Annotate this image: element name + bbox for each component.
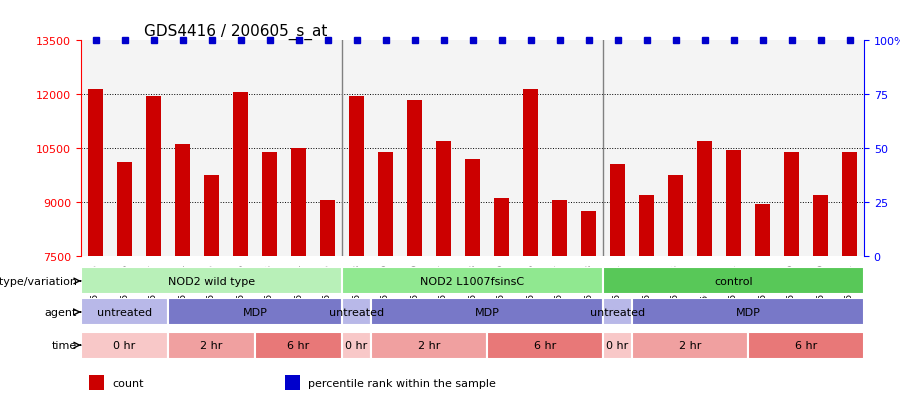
FancyBboxPatch shape	[603, 299, 632, 326]
Bar	[378, 152, 392, 256]
Text: genotype/variation: genotype/variation	[0, 276, 77, 286]
Text: 2 hr: 2 hr	[418, 340, 440, 350]
Bar	[814, 195, 828, 256]
Text: 0 hr: 0 hr	[346, 340, 367, 350]
Text: MDP: MDP	[243, 307, 267, 317]
FancyBboxPatch shape	[371, 299, 603, 326]
FancyBboxPatch shape	[81, 332, 168, 359]
Bar	[176, 145, 190, 256]
Bar	[89, 375, 104, 390]
Bar	[698, 142, 712, 256]
Bar	[204, 176, 219, 256]
Bar	[349, 97, 364, 256]
FancyBboxPatch shape	[168, 332, 255, 359]
Bar	[262, 152, 277, 256]
Bar	[639, 195, 653, 256]
Bar	[726, 150, 741, 256]
FancyBboxPatch shape	[487, 332, 603, 359]
Text: NOD2 L1007fsinsC: NOD2 L1007fsinsC	[420, 276, 525, 286]
Text: agent: agent	[45, 307, 77, 317]
FancyBboxPatch shape	[342, 299, 371, 326]
Text: 2 hr: 2 hr	[679, 340, 701, 350]
Text: NOD2 wild type: NOD2 wild type	[168, 276, 255, 286]
Text: 6 hr: 6 hr	[534, 340, 556, 350]
Text: time: time	[51, 340, 77, 350]
Bar	[292, 149, 306, 256]
Bar	[494, 199, 508, 256]
FancyBboxPatch shape	[255, 332, 342, 359]
Bar	[668, 176, 683, 256]
Bar	[407, 100, 422, 256]
Text: count: count	[112, 378, 144, 388]
Bar	[842, 152, 857, 256]
FancyBboxPatch shape	[342, 332, 371, 359]
Text: MDP: MDP	[735, 307, 760, 317]
Bar	[436, 142, 451, 256]
FancyBboxPatch shape	[168, 299, 342, 326]
Text: 0 hr: 0 hr	[113, 340, 136, 350]
Bar	[581, 211, 596, 256]
Bar	[553, 201, 567, 256]
Bar	[610, 165, 625, 256]
FancyBboxPatch shape	[81, 299, 168, 326]
Bar	[755, 204, 770, 256]
Text: 6 hr: 6 hr	[795, 340, 817, 350]
Bar	[146, 97, 161, 256]
FancyBboxPatch shape	[342, 268, 603, 295]
Bar	[523, 90, 538, 256]
FancyBboxPatch shape	[603, 332, 632, 359]
Text: 2 hr: 2 hr	[201, 340, 222, 350]
Bar	[784, 152, 799, 256]
Text: untreated: untreated	[97, 307, 152, 317]
FancyBboxPatch shape	[603, 268, 864, 295]
Text: percentile rank within the sample: percentile rank within the sample	[308, 378, 496, 388]
Bar	[320, 201, 335, 256]
Bar	[117, 163, 131, 256]
FancyBboxPatch shape	[371, 332, 487, 359]
Text: untreated: untreated	[590, 307, 645, 317]
Text: GDS4416 / 200605_s_at: GDS4416 / 200605_s_at	[144, 24, 327, 40]
Text: 0 hr: 0 hr	[607, 340, 628, 350]
Bar	[465, 159, 480, 256]
Bar	[88, 90, 103, 256]
FancyBboxPatch shape	[632, 332, 748, 359]
Text: MDP: MDP	[474, 307, 500, 317]
Text: untreated: untreated	[328, 307, 384, 317]
FancyBboxPatch shape	[632, 299, 864, 326]
Text: control: control	[715, 276, 752, 286]
FancyBboxPatch shape	[748, 332, 864, 359]
Text: 6 hr: 6 hr	[287, 340, 310, 350]
Bar	[284, 375, 301, 390]
Bar	[233, 93, 248, 256]
FancyBboxPatch shape	[81, 268, 342, 295]
